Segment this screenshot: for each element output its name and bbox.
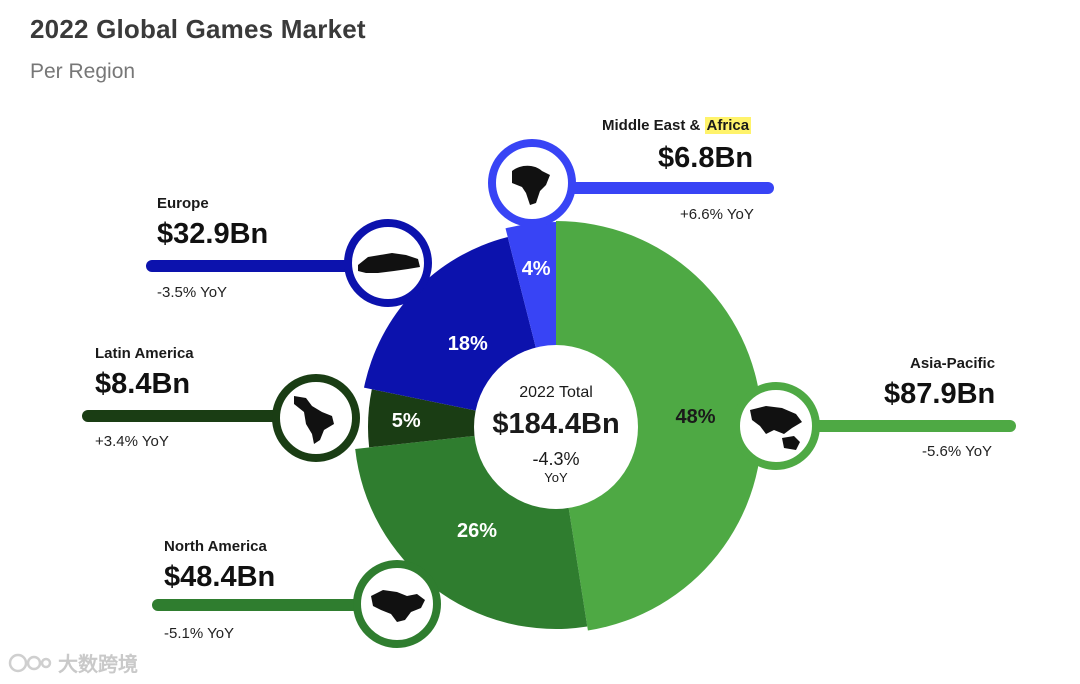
slice-label-mea: 4%	[522, 258, 551, 280]
chart-title: 2022 Global Games Market	[30, 14, 366, 44]
region-yoy-latin-america: +3.4% YoY	[95, 433, 169, 450]
region-value-north-america: $48.4Bn	[164, 561, 276, 593]
region-name-mea: Middle East & Africa	[602, 117, 752, 134]
watermark-text: 大数跨境	[58, 654, 138, 676]
slice-label-asia-pacific: 48%	[676, 406, 716, 428]
asia-pacific-map-icon	[750, 406, 802, 450]
center-total-change: -4.3%	[532, 449, 579, 469]
center-total-circle	[474, 345, 638, 509]
region-name-latin-america: Latin America	[95, 345, 194, 362]
center-total-label: 2022 Total	[519, 384, 593, 401]
slice-label-europe: 18%	[448, 333, 488, 355]
slice-label-north-america: 26%	[457, 520, 497, 542]
slice-label-latin-america: 5%	[392, 410, 421, 432]
center-total-change-unit: YoY	[544, 470, 568, 485]
region-name-mea-highlight: Africa	[704, 117, 752, 134]
region-value-europe: $32.9Bn	[157, 218, 269, 250]
region-value-asia-pacific: $87.9Bn	[884, 378, 996, 410]
region-name-asia-pacific: Asia-Pacific	[910, 355, 996, 372]
region-yoy-europe: -3.5% YoY	[157, 284, 228, 301]
south-america-map-icon	[294, 396, 334, 444]
region-yoy-north-america: -5.1% YoY	[164, 625, 235, 642]
watermark: 大数跨境	[8, 648, 138, 677]
center-total-value: $184.4Bn	[492, 408, 619, 440]
europe-map-icon	[358, 253, 420, 273]
chart-subtitle: Per Region	[30, 60, 136, 83]
region-yoy-mea: +6.6% YoY	[680, 206, 754, 223]
region-name-north-america: North America	[164, 538, 267, 555]
region-name-mea-prefix: Middle East &	[602, 117, 705, 134]
slice-latin-america	[368, 389, 556, 448]
region-name-europe: Europe	[157, 195, 209, 212]
region-yoy-asia-pacific: -5.6% YoY	[922, 443, 993, 460]
watermark-logo-icon	[8, 653, 52, 672]
africa-map-icon	[512, 165, 550, 205]
slice-asia-pacific	[556, 221, 762, 631]
region-value-mea: $6.8Bn	[658, 142, 754, 174]
north-america-map-icon	[371, 590, 425, 622]
region-value-latin-america: $8.4Bn	[95, 368, 191, 400]
